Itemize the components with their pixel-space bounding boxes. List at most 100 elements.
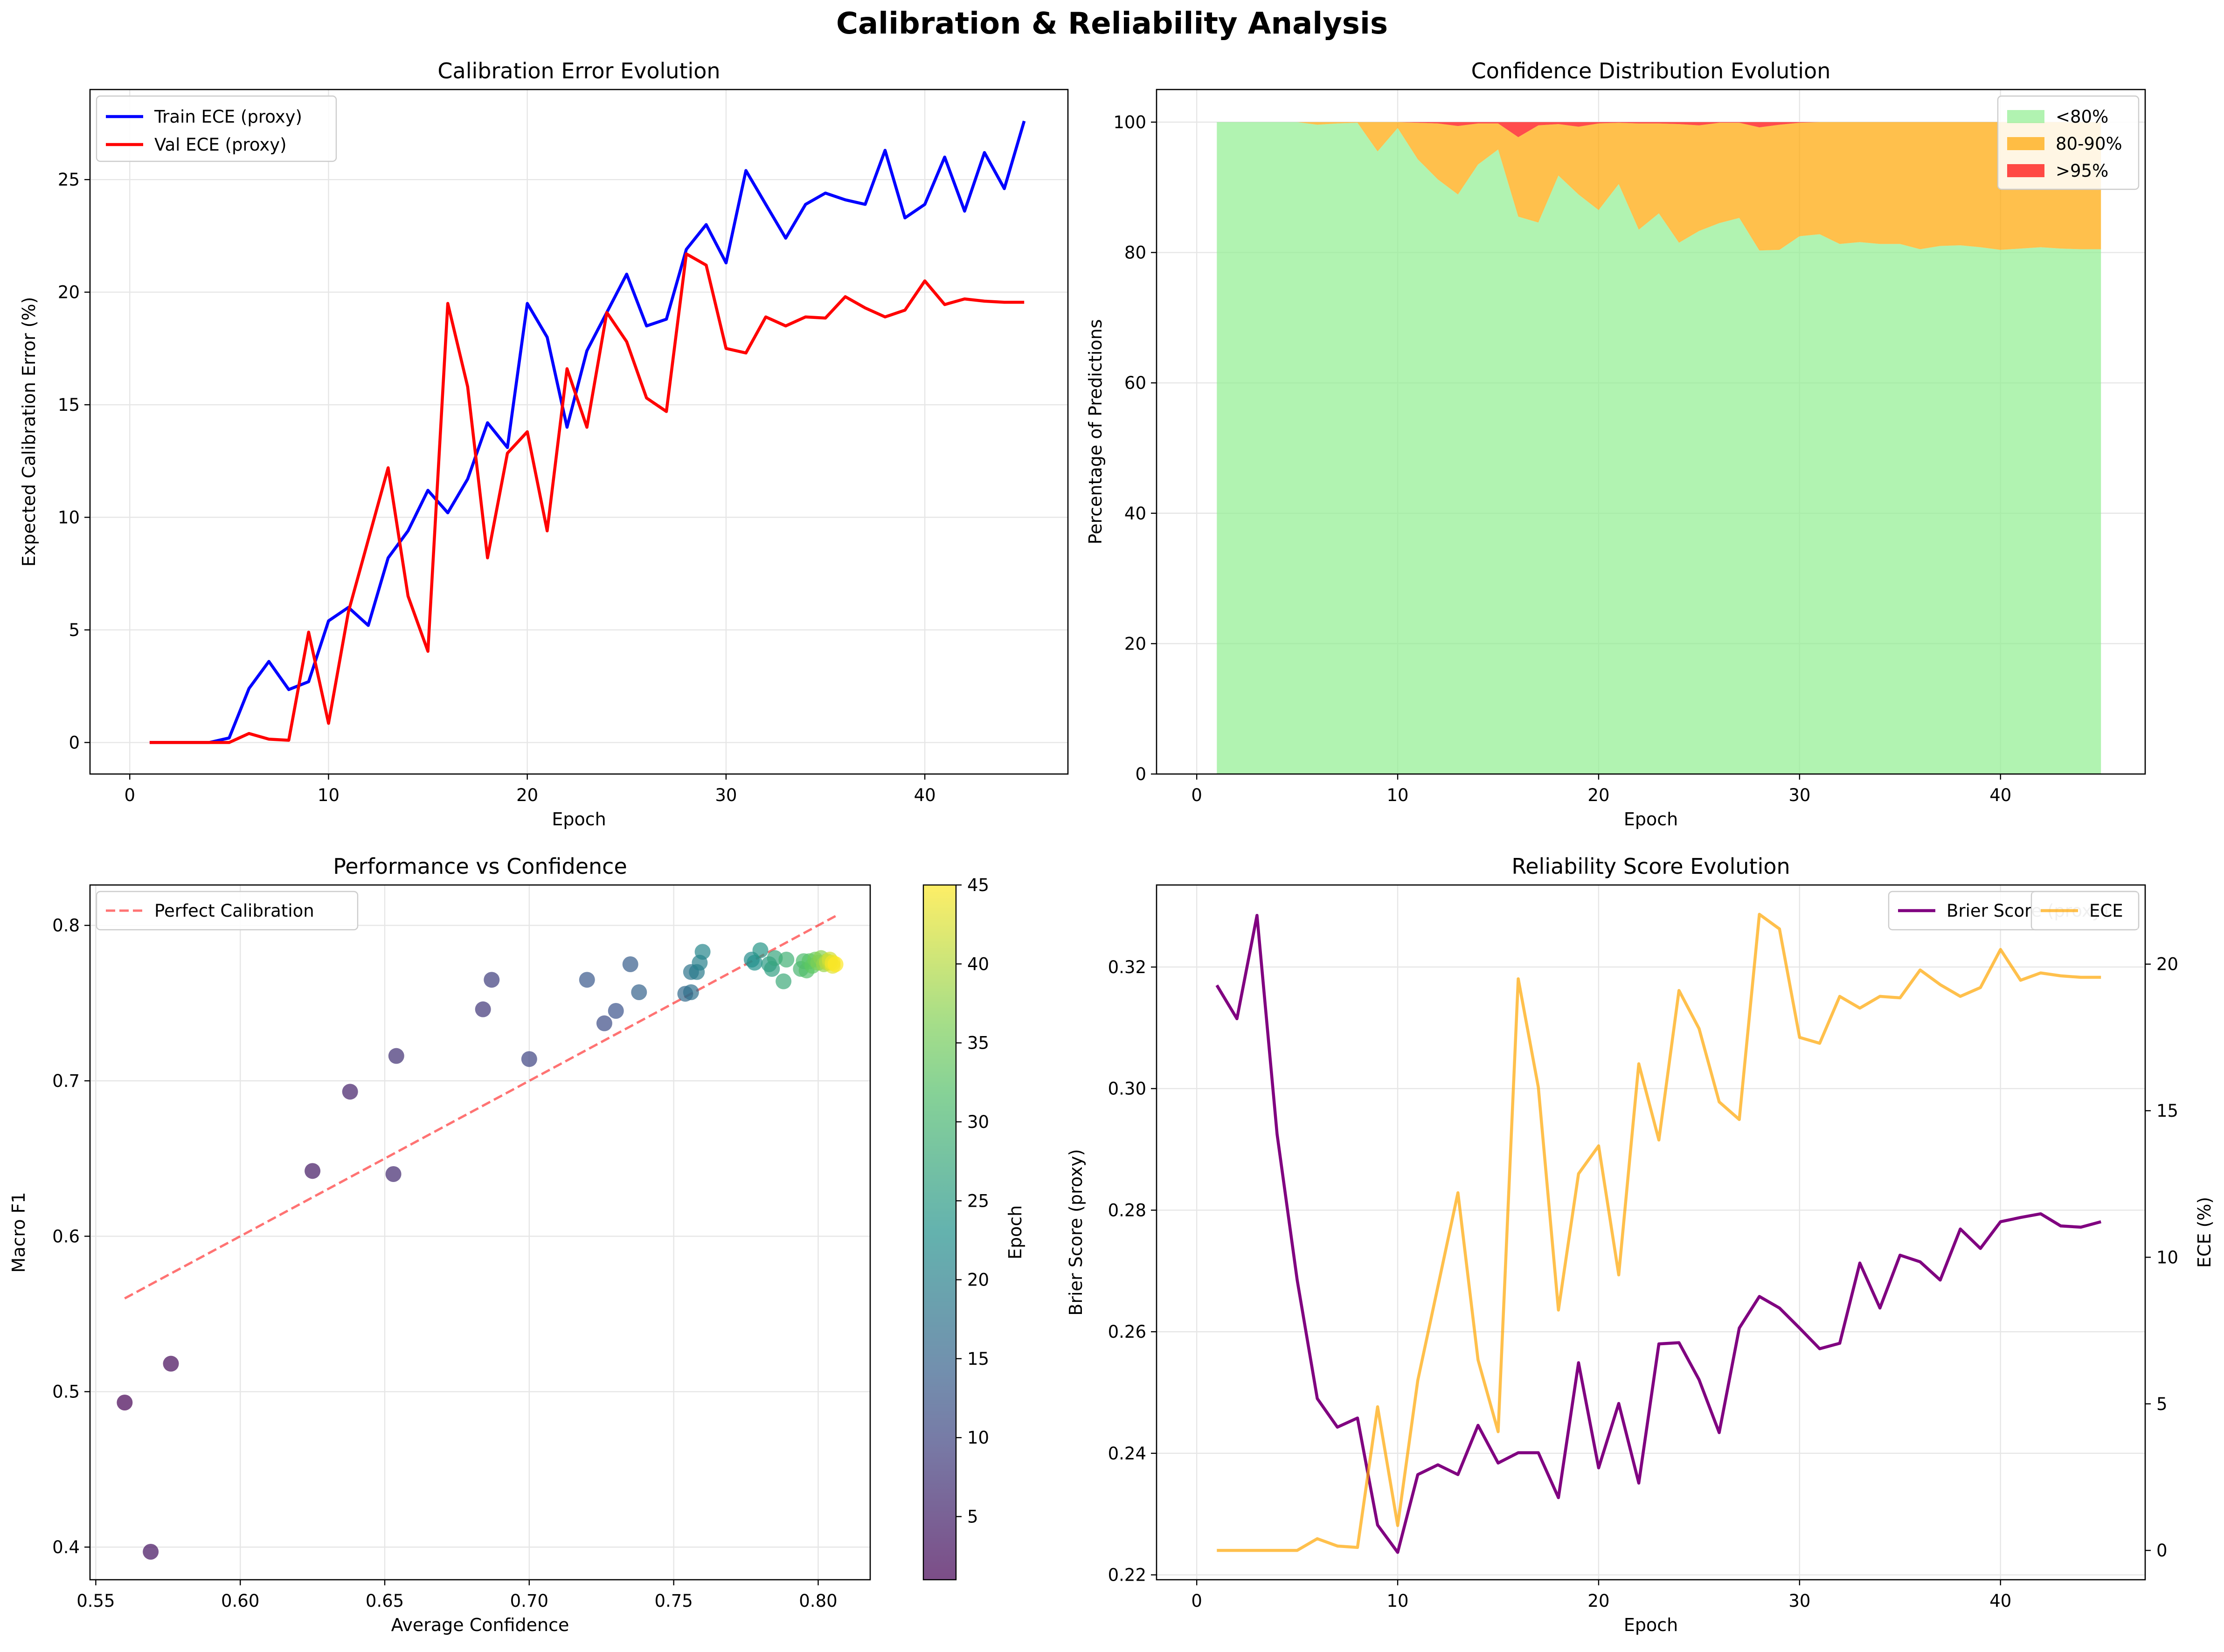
y-axis-label: Macro F1 <box>8 1192 29 1272</box>
x-tick-label: 0.60 <box>221 1591 259 1611</box>
y2-tick-label: 0 <box>2156 1541 2168 1561</box>
scatter-point <box>305 1163 321 1179</box>
y-tick-label: 25 <box>58 170 80 190</box>
scatter-point <box>163 1355 179 1372</box>
y-tick-label: 20 <box>1124 634 1146 654</box>
scatter-point <box>776 973 792 989</box>
scatter-point <box>117 1395 133 1410</box>
panel-reliability-score: 0 10 20 30 40 0.22 0.24 0.26 0.28 0.30 0.32 Reliabi… <box>1066 854 2215 1635</box>
colorbar-tick-label: 25 <box>967 1191 989 1211</box>
y-tick-label: 0.7 <box>52 1071 80 1091</box>
panel-title: Confidence Distribution Evolution <box>1471 58 1831 83</box>
x-tick-label: 20 <box>1587 785 1609 805</box>
figure-title: Calibration & Reliability Analysis <box>836 7 1388 41</box>
y-tick-label: 0.8 <box>52 916 80 936</box>
y-axis-label: Expected Calibration Error (%) <box>19 297 39 567</box>
scatter-point <box>683 984 699 1000</box>
y-tick-label: 5 <box>69 620 80 640</box>
scatter-point <box>475 1001 491 1017</box>
y-tick-label: 20 <box>58 283 80 303</box>
scatter-point <box>143 1544 159 1560</box>
y-tick-label: 0.30 <box>1108 1079 1146 1099</box>
scatter-point <box>747 954 763 971</box>
y-tick-label: 15 <box>58 395 80 415</box>
y-tick-label: 0.24 <box>1108 1444 1146 1464</box>
legend-label: 80-90% <box>2056 134 2122 154</box>
colorbar-tick-label: 45 <box>967 875 989 895</box>
colorbar-tick-label: 15 <box>967 1349 989 1369</box>
x-tick-label: 20 <box>1587 1591 1609 1611</box>
series-line <box>149 120 1026 744</box>
series-line <box>1217 912 2101 1552</box>
panel-calibration-error: 0 10 20 30 40 0 5 10 15 20 25 Calibration Error Evo… <box>19 58 1069 829</box>
x-axis-label: Average Confidence <box>391 1615 569 1635</box>
scatter-point <box>388 1048 404 1064</box>
colorbar-label: Epoch <box>1005 1205 1025 1259</box>
y-axis-label: Brier Score (proxy) <box>1066 1149 1086 1315</box>
x-tick-label: 30 <box>715 785 737 805</box>
y-tick-label: 0 <box>1135 764 1146 784</box>
colorbar-tick-label: 5 <box>967 1507 978 1527</box>
scatter-point <box>752 942 769 958</box>
scatter-point <box>521 1051 537 1067</box>
scatter-point <box>827 956 844 972</box>
colorbar-tick-label: 40 <box>967 954 989 974</box>
legend-swatch <box>2007 110 2044 123</box>
x-tick-label: 40 <box>1989 1591 2011 1611</box>
legend-swatch <box>2007 164 2044 177</box>
legend-label: Train ECE (proxy) <box>154 107 302 127</box>
y-axis-label: Percentage of Predictions <box>1085 319 1106 544</box>
x-tick-label: 0.55 <box>76 1591 115 1611</box>
legend-label: <80% <box>2056 107 2108 127</box>
scatter-point <box>767 950 783 966</box>
series-line <box>149 252 1025 744</box>
plot-frame <box>1156 89 2146 775</box>
x-tick-label: 10 <box>1387 1591 1409 1611</box>
x-tick-label: 0 <box>124 785 135 805</box>
y-tick-label: 10 <box>58 508 80 528</box>
panel-title: Reliability Score Evolution <box>1511 854 1790 879</box>
stacked-area <box>1217 122 2101 774</box>
x-axis-label: Epoch <box>552 809 606 829</box>
panel-title: Performance vs Confidence <box>333 854 627 879</box>
x-tick-label: 0 <box>1191 1591 1202 1611</box>
plot-frame <box>1156 884 2146 1581</box>
x-axis-label: Epoch <box>1624 1615 1678 1635</box>
y-tick-label: 100 <box>1113 112 1146 132</box>
x-tick-label: 30 <box>1788 1591 1810 1611</box>
x-tick-label: 30 <box>1788 785 1810 805</box>
stacked-area <box>1217 122 2101 251</box>
scatter-point <box>622 956 638 972</box>
y-tick-label: 0.22 <box>1108 1565 1146 1585</box>
scatter-point <box>778 952 795 968</box>
x-tick-label: 10 <box>1387 785 1409 805</box>
y-tick-label: 0.32 <box>1108 957 1146 977</box>
legend-label: ECE <box>2089 901 2123 921</box>
plot-frame <box>89 884 871 1581</box>
colorbar-tick-label: 20 <box>967 1270 989 1290</box>
scatter-point <box>342 1084 358 1100</box>
y-tick-label: 0 <box>69 733 80 753</box>
scatter-point <box>579 972 595 988</box>
x-tick-label: 0.75 <box>654 1591 693 1611</box>
scatter-point <box>484 972 500 988</box>
y-tick-label: 0.6 <box>52 1226 80 1246</box>
legend-label: >95% <box>2056 161 2108 181</box>
y-tick-label: 0.4 <box>52 1537 80 1557</box>
legend-box <box>96 891 359 931</box>
x-axis-label: Epoch <box>1624 809 1678 829</box>
y-tick-label: 0.26 <box>1108 1322 1146 1342</box>
panel-performance-vs-confidence: 0.55 0.60 0.65 0.70 0.75 0.80 0.4 0.5 0.6 0.7 0.8 P… <box>8 854 1025 1635</box>
legend-label: Val ECE (proxy) <box>154 135 287 155</box>
y-tick-label: 0.28 <box>1108 1200 1146 1220</box>
x-tick-label: 10 <box>318 785 339 805</box>
legend-swatch <box>2007 137 2044 150</box>
scatter-point <box>694 944 711 960</box>
y-tick-label: 0.5 <box>52 1382 80 1402</box>
x-tick-label: 0.65 <box>366 1591 404 1611</box>
scatter-point <box>596 1015 612 1031</box>
y2-tick-label: 20 <box>2156 954 2178 975</box>
scatter-point <box>385 1166 402 1182</box>
perfect-calibration-line <box>124 915 836 1299</box>
